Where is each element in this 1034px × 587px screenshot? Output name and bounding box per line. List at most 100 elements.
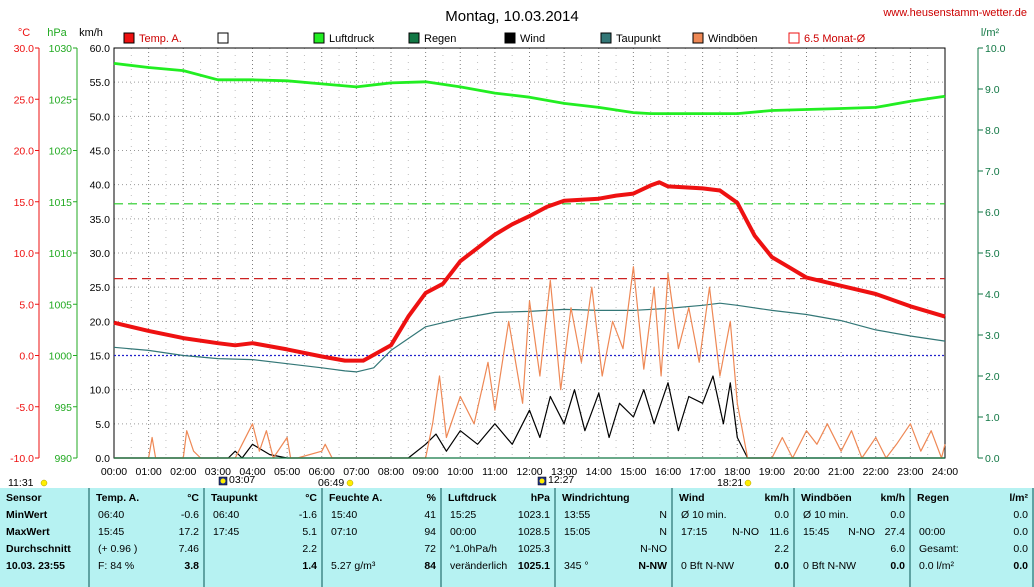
wind-tick-label: 20.0 bbox=[90, 316, 111, 328]
pressure-tick-label: 1025 bbox=[49, 94, 73, 106]
table-column bbox=[0, 488, 90, 587]
table-cell-time: F: 84 % bbox=[98, 560, 135, 572]
table-header-label: Temp. A. bbox=[96, 492, 140, 504]
wind-tick-label: 30.0 bbox=[90, 248, 111, 260]
table-cell-value: 5.1 bbox=[302, 526, 317, 538]
table-cell-time: 15:25 bbox=[450, 509, 477, 521]
rain-tick-label: 0.0 bbox=[985, 453, 1000, 465]
table-cell-time: (+ 0.96 ) bbox=[98, 543, 138, 555]
temp-tick-label: 10.0 bbox=[14, 248, 35, 260]
x-tick-label: 08:00 bbox=[378, 466, 404, 478]
legend: Temp. A. Luftdruck Regen Wind Taupunkt Windbö… bbox=[123, 32, 866, 45]
table-cell-dir: N-NO bbox=[848, 526, 875, 538]
rain-tick-label: 2.0 bbox=[985, 371, 1000, 383]
table-cell-time: 00:00 bbox=[919, 526, 946, 538]
table-cell-time: Ø 10 min. bbox=[681, 509, 727, 521]
table-cell-time: Gesamt: bbox=[919, 543, 959, 555]
table-cell-value: 2.2 bbox=[302, 543, 317, 555]
x-tick-label: 09:00 bbox=[412, 466, 438, 478]
x-tick-label: 04:00 bbox=[239, 466, 265, 478]
table-column bbox=[556, 488, 673, 587]
table-cell-value: 0.0 bbox=[890, 509, 905, 521]
table-cell-value: 0.0 bbox=[1013, 543, 1028, 555]
time-marker-label: 03:07 bbox=[229, 474, 255, 486]
table-cell-time: 13:55 bbox=[564, 509, 591, 521]
site-url[interactable]: www.heusenstamm-wetter.de bbox=[882, 7, 1027, 19]
x-tick-label: 24:00 bbox=[932, 466, 958, 478]
pressure-tick-label: 1010 bbox=[49, 248, 73, 260]
pressure-tick-label: 1015 bbox=[49, 197, 73, 209]
wind-tick-label: 40.0 bbox=[90, 180, 111, 192]
table-header-unit: km/h bbox=[764, 492, 789, 504]
table-cell-time: 5.27 g/m³ bbox=[331, 560, 376, 572]
table-cell-value: 1.4 bbox=[302, 560, 317, 572]
table-cell-time: 06:40 bbox=[98, 509, 125, 521]
wind-unit-label: km/h bbox=[79, 27, 103, 39]
sun-icon bbox=[744, 479, 752, 487]
moon-icon-face bbox=[539, 478, 545, 484]
table-cell-time: 06:40 bbox=[213, 509, 240, 521]
table-cell-time: 15:45 bbox=[98, 526, 125, 538]
x-tick-label: 11:00 bbox=[482, 466, 508, 478]
table-cell-value: N-NO bbox=[640, 543, 667, 555]
table-header-unit: % bbox=[426, 492, 436, 504]
table-cell-value: 2.2 bbox=[774, 543, 789, 555]
rain-tick-label: 4.0 bbox=[985, 289, 1000, 301]
rain-unit-label: l/m² bbox=[981, 27, 1000, 39]
moon-icon-face bbox=[220, 478, 226, 484]
table-header-label: Luftdruck bbox=[448, 492, 497, 504]
series-line bbox=[113, 62, 946, 115]
x-tick-label: 18:00 bbox=[724, 466, 750, 478]
x-tick-label: 02:00 bbox=[170, 466, 196, 478]
table-row-label: Durchschnitt bbox=[6, 543, 71, 555]
table-cell-value: 72 bbox=[424, 543, 436, 555]
x-tick-label: 12:00 bbox=[516, 466, 542, 478]
legend-label: Luftdruck bbox=[329, 33, 375, 45]
table-column bbox=[323, 488, 442, 587]
table-cell-value: 11.6 bbox=[769, 526, 789, 538]
wind-tick-label: 0.0 bbox=[95, 453, 110, 465]
table-cell-value: N bbox=[659, 526, 667, 538]
table-cell-time: 15:05 bbox=[564, 526, 591, 538]
pressure-tick-label: 1005 bbox=[49, 299, 73, 311]
pressure-tick-label: 990 bbox=[54, 453, 72, 465]
table-column bbox=[442, 488, 556, 587]
temp-tick-label: 15.0 bbox=[14, 197, 35, 209]
table-cell-value: 0.0 bbox=[890, 560, 905, 572]
table-header-unit: °C bbox=[305, 492, 317, 504]
time-marker-label: 12:27 bbox=[548, 474, 574, 486]
table-header-label: Taupunkt bbox=[211, 492, 258, 504]
table-cell-time: 0 Bft N-NW bbox=[681, 560, 735, 572]
rain-tick-label: 6.0 bbox=[985, 207, 1000, 219]
legend-swatch bbox=[600, 32, 612, 44]
table-header-unit: km/h bbox=[880, 492, 905, 504]
series-line bbox=[113, 302, 946, 373]
wind-tick-label: 15.0 bbox=[90, 351, 111, 363]
wind-tick-label: 45.0 bbox=[90, 146, 111, 158]
series bbox=[113, 62, 946, 459]
table-row-label: MinWert bbox=[6, 509, 48, 521]
temp-unit-label: °C bbox=[18, 27, 30, 39]
x-tick-label: 07:00 bbox=[343, 466, 369, 478]
table-cell-value: 0.0 bbox=[1013, 526, 1028, 538]
table-cell-value: -0.6 bbox=[180, 509, 199, 521]
table-row-label: 10.03. 23:55 bbox=[6, 560, 65, 572]
table-cell-value: 3.8 bbox=[184, 560, 199, 572]
temp-tick-label: 25.0 bbox=[14, 94, 35, 106]
wind-tick-label: 5.0 bbox=[95, 419, 110, 431]
table-cell-value: 7.46 bbox=[178, 543, 199, 555]
table-cell-time: veränderlich bbox=[450, 560, 508, 572]
temp-tick-label: 20.0 bbox=[14, 146, 35, 158]
temp-tick-label: 0.0 bbox=[19, 351, 34, 363]
legend-swatch bbox=[504, 32, 516, 44]
legend-swatch bbox=[408, 32, 420, 44]
table-cell-value: N bbox=[659, 509, 667, 521]
x-tick-label: 13:00 bbox=[551, 466, 577, 478]
grid bbox=[113, 47, 946, 459]
x-tick-label: 06:00 bbox=[309, 466, 335, 478]
table-cell-time: 17:45 bbox=[213, 526, 240, 538]
table-cell-value: 17.2 bbox=[178, 526, 199, 538]
table-cell-value: 1023.1 bbox=[517, 509, 550, 521]
rain-tick-label: 3.0 bbox=[985, 330, 1000, 342]
table-cell-value: 94 bbox=[424, 526, 436, 538]
